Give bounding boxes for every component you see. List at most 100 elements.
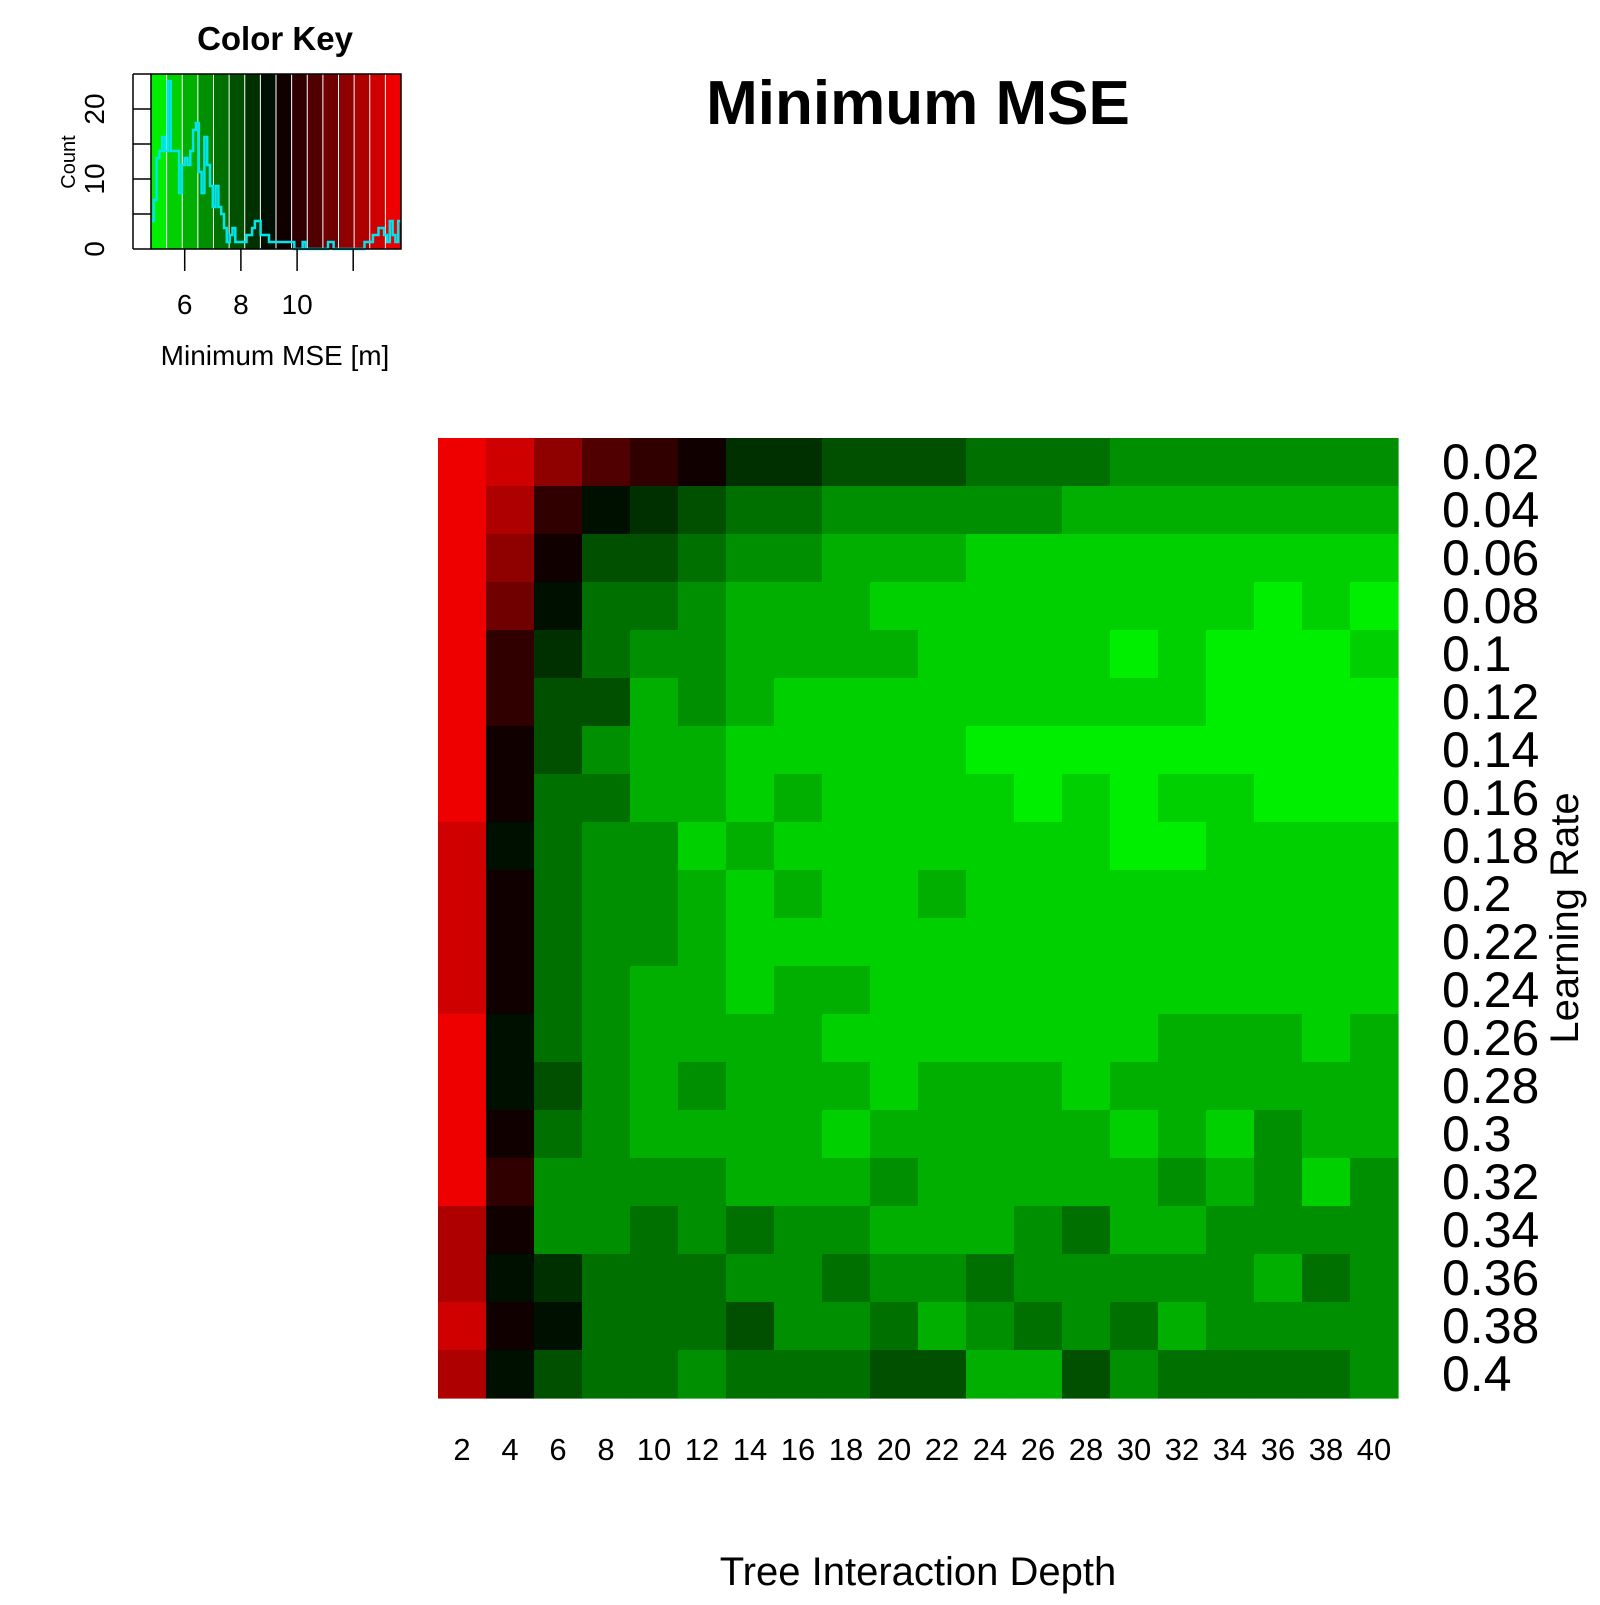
heatmap-cell: [1254, 438, 1303, 487]
heatmap-cell: [534, 582, 583, 631]
heatmap-cell: [486, 438, 535, 487]
heatmap-cell: [1158, 774, 1207, 823]
heatmap-cell: [822, 1158, 871, 1207]
color-key-bin: [151, 74, 168, 249]
color-key-frame: [150, 73, 402, 250]
heatmap-cell: [822, 438, 871, 487]
heatmap-cell: [1302, 726, 1351, 775]
heatmap-cell: [678, 438, 727, 487]
heatmap-cell: [870, 822, 919, 871]
heatmap-cell: [822, 1302, 871, 1351]
heatmap-cell: [726, 1254, 775, 1303]
heatmap-cell: [1014, 774, 1063, 823]
heatmap-cell: [774, 966, 823, 1015]
heatmap-cell: [582, 486, 631, 535]
heatmap-cell: [438, 870, 487, 919]
x-tick-label: 2: [453, 1432, 470, 1467]
heatmap-cell: [438, 918, 487, 967]
heatmap-cell: [1350, 438, 1399, 487]
heatmap-cell: [486, 822, 535, 871]
heatmap-cell: [534, 1110, 583, 1159]
heatmap-cell: [1302, 534, 1351, 583]
heatmap-cell: [534, 1206, 583, 1255]
heatmap-cell: [870, 582, 919, 631]
heatmap-cell: [678, 870, 727, 919]
heatmap-cell: [486, 918, 535, 967]
heatmap-cell: [1206, 822, 1255, 871]
heatmap-cell: [1302, 1302, 1351, 1351]
heatmap-cell: [1206, 678, 1255, 727]
heatmap-cell: [918, 630, 967, 679]
heatmap-cell: [1014, 870, 1063, 919]
heatmap-cell: [534, 1302, 583, 1351]
heatmap-cell: [1350, 774, 1399, 823]
heatmap-cell: [918, 1110, 967, 1159]
heatmap-cell: [1158, 486, 1207, 535]
x-tick-label: 16: [781, 1432, 815, 1467]
heatmap-cell: [726, 1206, 775, 1255]
color-key-bin-lines: [166, 74, 386, 249]
heatmap-cell: [1110, 486, 1159, 535]
heatmap-cell: [1302, 918, 1351, 967]
heatmap-cell: [678, 582, 727, 631]
x-tick-label: 28: [1069, 1432, 1103, 1467]
heatmap-cell: [1158, 678, 1207, 727]
heatmap-cell: [966, 726, 1015, 775]
heatmap-cell: [1110, 1110, 1159, 1159]
heatmap-cell: [630, 1254, 679, 1303]
heatmap-cell: [966, 582, 1015, 631]
heatmap-cell: [1254, 534, 1303, 583]
heatmap-cell: [678, 918, 727, 967]
heatmap-cell: [1062, 1350, 1111, 1399]
heatmap-cell: [966, 870, 1015, 919]
heatmap-cell: [438, 1254, 487, 1303]
heatmap-cell: [678, 726, 727, 775]
heatmap-cell: [582, 1014, 631, 1063]
heatmap-cell: [1350, 918, 1399, 967]
heatmap-cell: [630, 486, 679, 535]
heatmap-cell: [582, 1062, 631, 1111]
heatmap-cell: [918, 1158, 967, 1207]
y-tick-label: 0.12: [1442, 674, 1539, 730]
heatmap-cell: [438, 1110, 487, 1159]
heatmap-cell: [822, 1206, 871, 1255]
heatmap-cell: [1302, 1158, 1351, 1207]
heatmap-cell: [726, 726, 775, 775]
heatmap-cell: [582, 582, 631, 631]
heatmap-cell: [1014, 1158, 1063, 1207]
heatmap-cell: [534, 822, 583, 871]
x-tick-label: 22: [925, 1432, 959, 1467]
heatmap-cell: [630, 678, 679, 727]
heatmap-cell: [1062, 822, 1111, 871]
heatmap-cell: [486, 1302, 535, 1351]
heatmap-cell: [1014, 918, 1063, 967]
heatmap-cell: [726, 1158, 775, 1207]
heatmap-cell: [726, 486, 775, 535]
heatmap-cell: [918, 1206, 967, 1255]
heatmap-cell: [1110, 1302, 1159, 1351]
heatmap-cell: [1350, 1302, 1399, 1351]
heatmap-cell: [582, 870, 631, 919]
heatmap-cell: [630, 1062, 679, 1111]
heatmap-cell: [870, 918, 919, 967]
heatmap-cell: [1158, 1350, 1207, 1399]
heatmap-cell: [1062, 1206, 1111, 1255]
heatmap-cell: [1254, 1014, 1303, 1063]
heatmap-cell: [966, 966, 1015, 1015]
heatmap-cell: [774, 1302, 823, 1351]
heatmap-cell: [1302, 582, 1351, 631]
heatmap-cell: [1110, 1350, 1159, 1399]
heatmap-cell: [534, 534, 583, 583]
heatmap-cell: [678, 822, 727, 871]
heatmap-cell: [870, 534, 919, 583]
heatmap-cell: [630, 1206, 679, 1255]
heatmap-cell: [870, 774, 919, 823]
heatmap-cell: [870, 726, 919, 775]
heatmap-cell: [1158, 630, 1207, 679]
heatmap-cell: [774, 822, 823, 871]
heatmap-cell: [774, 1206, 823, 1255]
heatmap-cell: [918, 870, 967, 919]
y-tick-label: 0.32: [1442, 1154, 1539, 1210]
heatmap-cell: [822, 534, 871, 583]
y-tick-label: 0.16: [1442, 770, 1539, 826]
